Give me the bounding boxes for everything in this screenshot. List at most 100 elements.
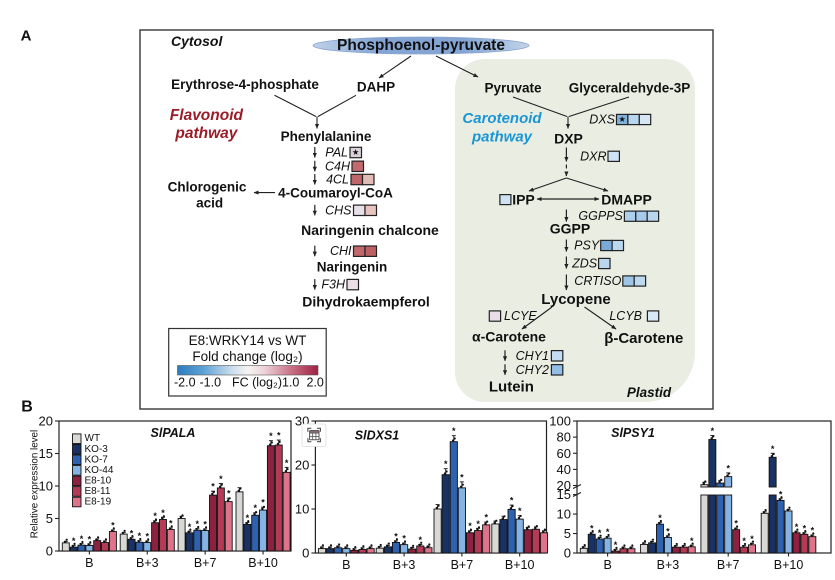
svg-text:*: * [598,528,602,538]
svg-text:E8-11: E8-11 [85,486,111,497]
svg-text:Phosphoenol-pyruvate: Phosphoenol-pyruvate [337,37,505,54]
svg-text:*: * [771,444,775,454]
svg-text:*: * [779,489,783,499]
svg-text:*: * [666,526,670,536]
svg-text:DAHP: DAHP [357,80,395,95]
svg-text:B+10: B+10 [505,558,535,572]
svg-text:*: * [111,521,115,531]
svg-text:*: * [468,521,472,531]
svg-text:B: B [342,558,350,572]
svg-text:LCYB: LCYB [609,309,642,323]
svg-text:*: * [227,489,231,499]
svg-text:E8:WRKY14 vs WT: E8:WRKY14 vs WT [189,333,307,348]
svg-text:PSY: PSY [574,239,601,253]
svg-text:B+7: B+7 [194,556,217,570]
svg-text:*: * [476,519,480,529]
svg-text:DXP: DXP [554,130,583,146]
svg-text:KO-7: KO-7 [85,454,109,465]
svg-text:B+3: B+3 [657,558,680,572]
svg-text:*: * [590,523,594,533]
svg-text:Relative expression level: Relative expression level [30,430,41,538]
svg-text:IPP: IPP [512,191,535,207]
svg-text:ZDS: ZDS [571,257,598,271]
svg-text:WT: WT [85,433,101,444]
svg-text:*: * [510,496,514,506]
svg-text:Cytosol: Cytosol [171,33,223,49]
svg-text:*: * [402,534,406,544]
svg-text:*: * [161,508,165,518]
svg-text:CHY2: CHY2 [516,363,549,377]
svg-text:4CL: 4CL [326,173,349,187]
svg-text:CHY1: CHY1 [516,349,549,363]
svg-text:*: * [795,522,799,532]
svg-text:*: * [750,534,754,544]
svg-text:*: * [811,526,815,536]
svg-text:10: 10 [295,502,309,517]
svg-text:SlDXS1: SlDXS1 [355,429,400,443]
svg-text:LCYE: LCYE [504,309,537,323]
svg-text:*: * [145,532,149,542]
svg-text:B+10: B+10 [248,556,278,570]
svg-text:acid: acid [196,196,223,211]
svg-text:B+7: B+7 [717,558,740,572]
svg-text:*: * [484,513,488,523]
svg-text:*: * [734,519,738,529]
svg-text:*: * [277,431,281,441]
svg-text:B+10: B+10 [774,558,804,572]
svg-text:GGPPS: GGPPS [578,209,623,223]
svg-text:DMAPP: DMAPP [601,191,652,207]
svg-text:4-Coumaroyl-CoA: 4-Coumaroyl-CoA [278,186,393,201]
svg-text:40: 40 [557,462,571,477]
svg-text:Carotenoid: Carotenoid [462,110,542,127]
svg-text:B: B [21,399,33,416]
svg-text:CHS: CHS [325,203,352,217]
svg-text:★: ★ [353,149,360,157]
svg-text:*: * [203,520,207,530]
svg-text:60: 60 [557,446,571,461]
svg-text:pathway: pathway [471,128,533,145]
svg-text:20: 20 [39,414,53,429]
svg-text:0: 0 [46,544,53,559]
svg-text:*: * [72,536,76,546]
svg-text:A: A [21,28,32,45]
svg-text:B+3: B+3 [136,556,159,570]
svg-text:KO-44: KO-44 [85,465,114,476]
svg-text:*: * [261,498,265,508]
svg-text:C4H: C4H [325,159,351,173]
svg-text:Dihydrokaempferol: Dihydrokaempferol [302,294,430,310]
svg-text:*: * [138,531,142,541]
svg-text:pathway: pathway [174,125,238,142]
svg-text:5: 5 [46,511,53,526]
svg-text:KO-3: KO-3 [85,444,109,455]
svg-text:*: * [153,511,157,521]
svg-text:Flavonoid: Flavonoid [170,107,244,124]
svg-text:2.0: 2.0 [307,376,324,390]
svg-text:Glyceraldehyde-3P: Glyceraldehyde-3P [569,81,691,96]
svg-text:*: * [285,458,289,468]
svg-text:Chlorogenic: Chlorogenic [168,180,247,195]
svg-text:FC (log₂): FC (log₂) [232,376,282,390]
svg-text:*: * [742,536,746,546]
svg-text:0: 0 [302,546,309,561]
svg-text:*: * [253,503,257,513]
svg-text:*: * [211,482,215,492]
svg-text:15: 15 [557,487,571,502]
svg-text:5: 5 [564,526,571,541]
svg-text:*: * [658,513,662,523]
svg-text:β-Carotene: β-Carotene [604,330,683,347]
svg-text:SlPSY1: SlPSY1 [611,426,655,440]
svg-text:10: 10 [557,507,571,522]
svg-text:*: * [460,472,464,482]
svg-text:*: * [444,459,448,469]
svg-text:SlPALA: SlPALA [151,426,196,440]
svg-text:20: 20 [557,478,571,493]
svg-text:*: * [246,513,250,523]
svg-text:*: * [606,527,610,537]
svg-text:1.0: 1.0 [282,376,299,390]
svg-text:Lycopene: Lycopene [541,291,610,308]
svg-text:B+3: B+3 [393,558,416,572]
svg-text:PAL: PAL [325,146,348,160]
svg-text:15: 15 [39,446,53,461]
svg-text:CHI: CHI [330,244,352,258]
svg-text:*: * [80,534,84,544]
